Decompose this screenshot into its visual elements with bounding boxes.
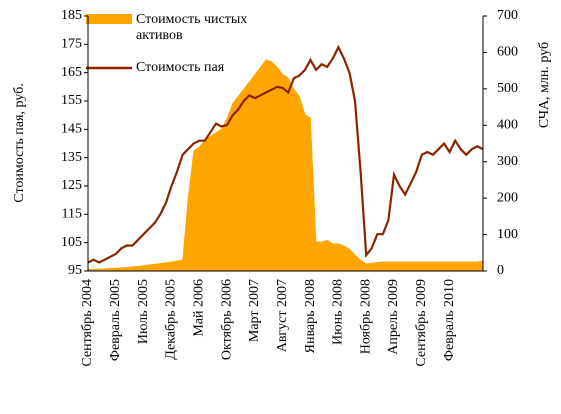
- x-tick-label: Февраль 2005: [108, 279, 123, 361]
- x-tick-label: Июль 2005: [136, 279, 151, 344]
- x-tick-label: Февраль 2010: [442, 279, 457, 361]
- y-tick-label: 185: [61, 8, 82, 23]
- x-tick-label: Май 2006: [191, 279, 206, 337]
- y2-tick-label: 300: [497, 154, 518, 169]
- legend-label: Стоимость чистых активов: [136, 12, 248, 43]
- legend-label: Стоимость пая: [136, 60, 225, 75]
- y-tick-label: 135: [61, 150, 82, 165]
- y-tick-label: 95: [68, 263, 82, 278]
- x-tick-label: Июнь 2008: [331, 279, 346, 345]
- y2-tick-label: 200: [497, 190, 518, 205]
- y-tick-label: 155: [61, 93, 82, 108]
- y-tick-label: 125: [61, 178, 82, 193]
- line: [87, 44, 484, 264]
- x-tick-label: Сентябрь 2009: [414, 279, 429, 367]
- y2-axis-label: СЧА, млн. руб: [537, 42, 552, 128]
- y-tick-label: 105: [61, 235, 82, 250]
- y2-tick-label: 600: [497, 45, 518, 60]
- y-tick-label: 165: [61, 65, 82, 80]
- legend-swatch: [86, 14, 132, 24]
- y2-tick-label: 700: [497, 8, 518, 23]
- y2-tick-label: 500: [497, 81, 518, 96]
- y2-tick-label: 400: [497, 118, 518, 133]
- y2-tick-label: 100: [497, 227, 518, 242]
- y-tick-label: 145: [61, 122, 82, 137]
- area: [87, 59, 484, 272]
- x-tick-label: Январь 2008: [303, 279, 318, 353]
- y2-tick-label: 0: [497, 263, 504, 278]
- y-axis-label: Стоимость пая, руб.: [12, 83, 27, 202]
- x-tick-label: Апрель 2009: [386, 279, 401, 355]
- x-tick-label: Декабрь 2005: [164, 279, 179, 360]
- x-tick-label: Август 2007: [275, 279, 290, 352]
- y-tick-label: 115: [62, 207, 82, 222]
- x-tick-label: Сентябрь 2004: [80, 279, 95, 367]
- x-tick-label: Ноябрь 2008: [358, 279, 373, 354]
- x-tick-label: Октябрь 2006: [219, 279, 234, 360]
- x-tick-label: Март 2007: [247, 279, 262, 342]
- y-tick-label: 175: [61, 37, 82, 52]
